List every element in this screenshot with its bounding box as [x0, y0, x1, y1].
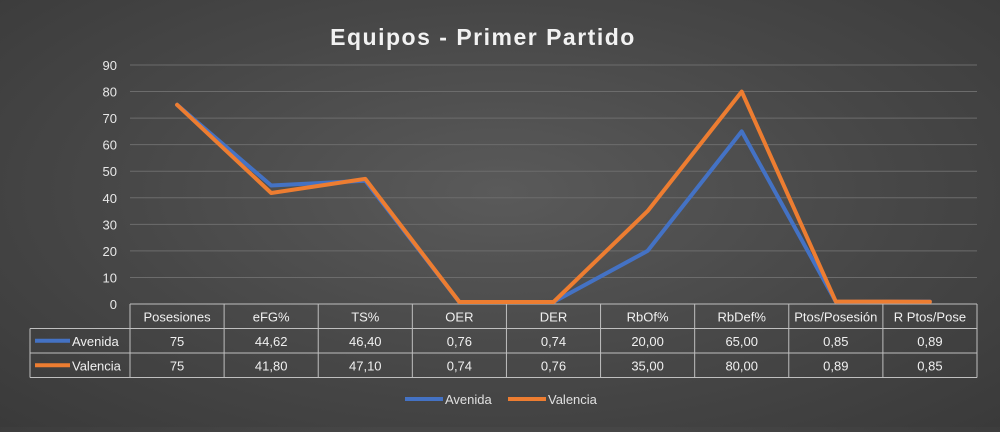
- data-label: 0,74: [447, 358, 472, 373]
- x-tick-label: Ptos/Posesión: [794, 309, 877, 324]
- data-label: 41,80: [255, 358, 288, 373]
- data-label: 0,85: [917, 358, 942, 373]
- x-tick-label: Posesiones: [143, 309, 211, 324]
- y-tick-label: 70: [103, 111, 117, 126]
- series-lines: [175, 89, 932, 304]
- y-tick-label: 0: [110, 297, 117, 312]
- data-label: 80,00: [725, 358, 758, 373]
- y-tick-label: 60: [103, 138, 117, 153]
- y-tick-label: 90: [103, 58, 117, 73]
- data-label: 46,40: [349, 334, 382, 349]
- x-tick-label: OER: [445, 309, 473, 324]
- y-tick-label: 50: [103, 164, 117, 179]
- data-label: 65,00: [725, 334, 758, 349]
- y-tick-label: 10: [103, 270, 117, 285]
- data-label: 47,10: [349, 358, 382, 373]
- y-tick-label: 80: [103, 85, 117, 100]
- x-tick-label: TS%: [351, 309, 380, 324]
- data-label: 0,89: [917, 334, 942, 349]
- x-tick-label: RbDef%: [718, 309, 767, 324]
- gridlines: [130, 64, 977, 305]
- data-label: 0,89: [823, 358, 848, 373]
- chart-title: Equipos - Primer Partido: [330, 24, 636, 50]
- x-tick-label: RbOf%: [627, 309, 669, 324]
- data-label: 35,00: [631, 358, 664, 373]
- data-label: 0,85: [823, 334, 848, 349]
- data-label: 44,62: [255, 334, 288, 349]
- y-tick-label: 30: [103, 217, 117, 232]
- data-label: 0,74: [541, 334, 566, 349]
- series-line: [175, 102, 932, 304]
- x-tick-label: DER: [540, 309, 567, 324]
- data-label: 0,76: [541, 358, 566, 373]
- series-line: [175, 89, 932, 304]
- x-tick-label: eFG%: [253, 309, 290, 324]
- legend-label: Valencia: [548, 392, 598, 407]
- y-axis-ticks: 0 10 20 30 40 50 60 70 80 90: [103, 58, 117, 312]
- legend-label: Avenida: [445, 392, 493, 407]
- y-tick-label: 20: [103, 244, 117, 259]
- y-tick-label: 40: [103, 191, 117, 206]
- x-tick-label: R Ptos/Pose: [894, 309, 966, 324]
- data-table: Posesiones eFG% TS% OER DER RbOf% RbDef% Ptos/P…: [29, 303, 978, 378]
- data-label: 75: [170, 334, 184, 349]
- data-label: 0,76: [447, 334, 472, 349]
- table-series-name: Avenida: [72, 334, 120, 349]
- data-label: 20,00: [631, 334, 664, 349]
- data-label: 75: [170, 358, 184, 373]
- table-series-name: Valencia: [72, 358, 122, 373]
- legend: Avenida Valencia: [405, 392, 598, 407]
